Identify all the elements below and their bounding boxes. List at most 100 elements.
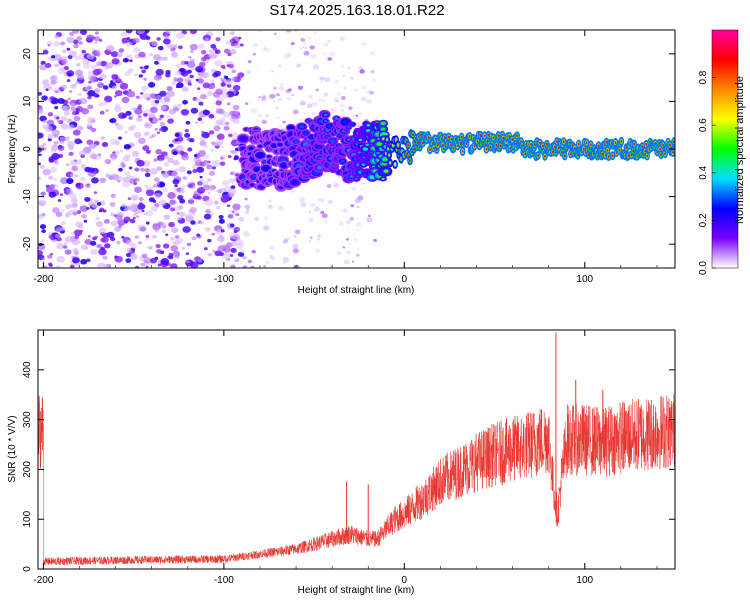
- heatmap-cell: [346, 65, 352, 70]
- heatmap-cell: [140, 262, 146, 267]
- heatmap-cell: [190, 220, 196, 225]
- heatmap-cell: [106, 45, 115, 52]
- heatmap-cell: [228, 60, 234, 65]
- heatmap-cell: [56, 116, 60, 120]
- heatmap-cell: [214, 250, 222, 257]
- heatmap-cell: [50, 145, 58, 151]
- heatmap-cell: [121, 37, 129, 44]
- heatmap-cell: [121, 203, 127, 208]
- heatmap-cell: [128, 126, 134, 132]
- heatmap-cell: [349, 216, 355, 221]
- heatmap-cell: [193, 154, 198, 157]
- heatmap-cell: [342, 208, 348, 213]
- heatmap-cell: [197, 181, 203, 186]
- heatmap-cell: [539, 141, 541, 145]
- heatmap-cell: [226, 102, 231, 106]
- heatmap-cell: [116, 124, 124, 131]
- heatmap-cell: [162, 243, 170, 249]
- colorbar-tick-label: 0.8: [698, 70, 709, 84]
- heatmap-cell: [153, 158, 158, 162]
- heatmap-cell: [291, 93, 294, 96]
- heatmap-cell: [190, 197, 194, 201]
- heatmap-cell: [167, 157, 174, 163]
- heatmap-cell: [303, 50, 310, 56]
- heatmap-cell: [60, 123, 69, 130]
- heatmap-cell: [51, 55, 56, 59]
- heatmap-cell: [175, 70, 182, 76]
- heatmap-cell: [172, 159, 180, 166]
- heatmap-cell: [395, 138, 398, 142]
- x-tick-label: 0: [402, 274, 408, 285]
- heatmap-cell: [326, 39, 332, 44]
- heatmap-cell: [83, 219, 88, 223]
- heatmap-cell: [220, 64, 226, 69]
- heatmap-cell: [126, 90, 136, 98]
- heatmap-cell: [81, 49, 87, 54]
- heatmap-cell: [144, 168, 151, 173]
- heatmap-cell: [166, 114, 171, 119]
- colorbar-tick-label: 0.0: [698, 261, 709, 275]
- heatmap-cell: [306, 103, 313, 109]
- heatmap-cell: [188, 183, 193, 188]
- heatmap-cell: [103, 219, 110, 224]
- heatmap-cell: [278, 86, 285, 91]
- heatmap-cell: [186, 138, 190, 141]
- heatmap-cell: [178, 166, 187, 173]
- heatmap-cell: [177, 216, 182, 221]
- heatmap-cell: [78, 41, 83, 45]
- heatmap-cell: [278, 64, 282, 68]
- heatmap-cell: [229, 38, 237, 44]
- heatmap-cell: [181, 86, 189, 92]
- heatmap-cell: [89, 75, 98, 83]
- heatmap-cell: [216, 133, 225, 140]
- heatmap-cell: [158, 117, 162, 121]
- heatmap-cell: [177, 103, 182, 107]
- heatmap-cell: [224, 75, 229, 80]
- heatmap-cell: [203, 159, 208, 164]
- heatmap-cell: [59, 136, 66, 141]
- heatmap-cell: [320, 80, 323, 83]
- heatmap-cell: [81, 214, 87, 219]
- heatmap-cell: [146, 97, 151, 101]
- heatmap-cell: [152, 117, 159, 124]
- heatmap-cell: [96, 202, 102, 206]
- heatmap-cell: [86, 122, 93, 128]
- heatmap-cell: [275, 93, 280, 97]
- heatmap-cell: [150, 205, 158, 212]
- heatmap-cell: [192, 169, 198, 174]
- heatmap-cell: [127, 68, 134, 73]
- heatmap-cell: [57, 145, 65, 151]
- x-tick-label: 0: [402, 575, 408, 586]
- y-tick-label: 10: [22, 95, 33, 107]
- heatmap-cell: [508, 134, 511, 138]
- heatmap-cell: [79, 229, 84, 233]
- heatmap-cell: [358, 112, 363, 115]
- heatmap-cell: [270, 69, 275, 73]
- heatmap-cell: [436, 143, 439, 147]
- heatmap-cell: [102, 255, 108, 260]
- heatmap-cell: [205, 38, 209, 42]
- heatmap-cell: [123, 143, 131, 150]
- heatmap-cell: [227, 204, 231, 208]
- heatmap-cell: [111, 73, 119, 80]
- heatmap-cell: [210, 79, 215, 83]
- heatmap-cell: [553, 145, 556, 149]
- heatmap-cell: [48, 235, 53, 239]
- heatmap-cell: [184, 132, 191, 138]
- heatmap-cell: [124, 153, 131, 160]
- heatmap-cell: [48, 191, 57, 198]
- heatmap-cell: [326, 184, 332, 189]
- heatmap-cell: [104, 95, 113, 103]
- heatmap-cell: [278, 143, 282, 146]
- heatmap-cell: [300, 202, 307, 208]
- heatmap-cell: [313, 64, 319, 69]
- heatmap-cell: [323, 77, 331, 83]
- heatmap-cell: [57, 199, 62, 202]
- heatmap-cell: [112, 85, 118, 91]
- heatmap-cell: [136, 116, 143, 123]
- heatmap-cell: [357, 121, 364, 127]
- y-tick-label: 400: [22, 361, 33, 378]
- y-tick-label: 0: [22, 566, 33, 572]
- heatmap-cell: [48, 158, 54, 163]
- heatmap-cell: [119, 149, 124, 153]
